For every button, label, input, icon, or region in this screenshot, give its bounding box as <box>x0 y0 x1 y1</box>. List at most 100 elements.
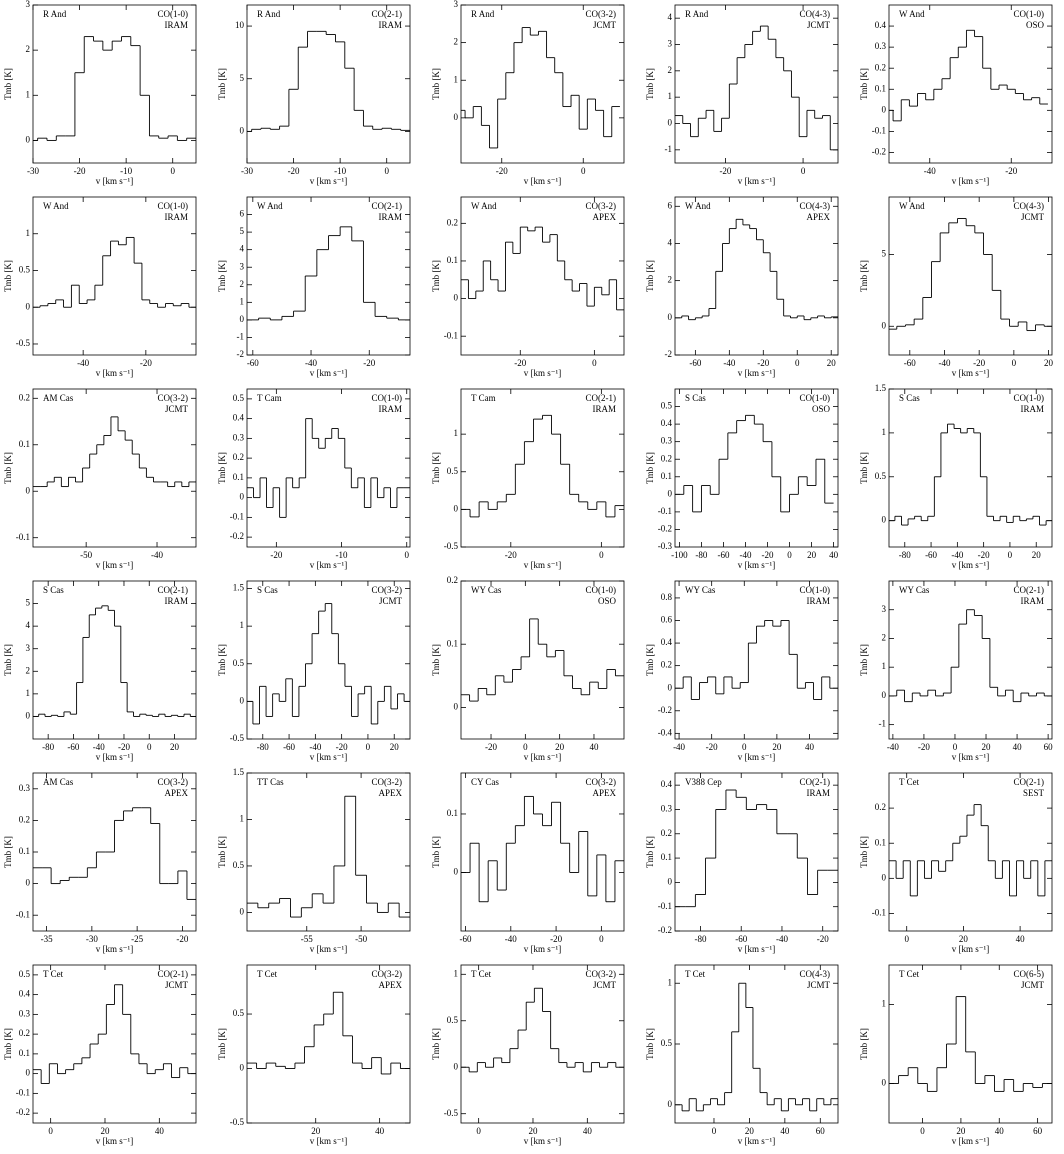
x-tick-label: -10 <box>336 550 348 560</box>
y-axis-label: Tmb [K] <box>645 68 655 100</box>
y-tick-label: 0.5 <box>661 1038 673 1048</box>
plot-area <box>33 984 196 1084</box>
y-tick-label: 1 <box>240 296 245 306</box>
y-tick-label: -0.1 <box>444 330 458 340</box>
x-tick-label: 20 <box>956 1126 966 1136</box>
x-axis-label: v [km s⁻¹] <box>310 368 347 378</box>
y-tick-label: 10 <box>235 20 245 30</box>
star-name: T Cet <box>685 969 706 979</box>
y-tick-label: 0 <box>882 690 887 700</box>
plot-area <box>889 423 1052 526</box>
transition: CO(1-0) <box>1014 393 1045 403</box>
transition: CO(1-0) <box>586 585 617 595</box>
y-tick-label: 0.2 <box>875 802 886 812</box>
x-tick-label: -80 <box>694 934 706 944</box>
panel: -0.5 0 0.5 1 -20 0 v [km s⁻¹] Tmb [K] T Cam CO(2-… <box>431 388 625 570</box>
plot-frame <box>246 388 411 548</box>
y-tick-label: 6 <box>668 200 673 210</box>
transition: CO(2-1) <box>1014 777 1045 787</box>
x-tick-label: -20 <box>817 934 829 944</box>
star-name: WY Cas <box>471 585 502 595</box>
x-tick-label: 0 <box>476 1126 481 1136</box>
x-tick-label: -80 <box>695 550 707 560</box>
x-tick-label: -20 <box>757 358 769 368</box>
x-tick-label: -80 <box>899 550 911 560</box>
panel: 0 1 2 3 -20 0 v [km s⁻¹] Tmb [K] R And CO(3-2)JCM… <box>431 0 625 186</box>
y-tick-label: 2 <box>26 665 31 675</box>
x-tick-label: 40 <box>583 1126 593 1136</box>
x-tick-label: 20 <box>170 742 180 752</box>
y-tick-label: 0 <box>882 1078 887 1088</box>
y-tick-label: 0.5 <box>233 658 245 668</box>
x-tick-label: 20 <box>390 742 400 752</box>
y-tick-label: 2 <box>668 275 673 285</box>
y-tick-label: 0.8 <box>661 592 673 602</box>
panel: 0 1 2 3 -30 -20 -10 0 v [km s⁻¹] Tmb [K] R And CO(1… <box>3 0 197 186</box>
y-axis-label: Tmb [K] <box>217 836 227 868</box>
y-tick-label: 0.1 <box>233 472 244 482</box>
x-axis-label: v [km s⁻¹] <box>310 1136 347 1146</box>
y-tick-label: 0.1 <box>447 638 458 648</box>
transition: CO(4-3) <box>800 201 831 211</box>
plot-frame <box>246 964 411 1124</box>
star-name: W And <box>471 201 497 211</box>
transition: CO(3-2) <box>158 777 189 787</box>
y-tick-label: 0.4 <box>661 637 673 647</box>
y-tick-label: 0.3 <box>875 41 887 51</box>
x-tick-label: 0 <box>787 550 792 560</box>
y-tick-label: -1 <box>237 332 245 342</box>
star-name: S Cas <box>43 585 64 595</box>
x-tick-label: -20 <box>706 742 718 752</box>
y-tick-label: -0.1 <box>872 125 886 135</box>
y-tick-label: 0 <box>240 125 245 135</box>
x-tick-label: 40 <box>1013 742 1023 752</box>
telescope: APEX <box>378 980 402 990</box>
y-axis-label: Tmb [K] <box>431 644 441 676</box>
x-tick-label: 20 <box>745 1126 755 1136</box>
x-tick-label: 20 <box>1032 550 1042 560</box>
y-tick-label: 0.1 <box>447 255 458 265</box>
y-tick-label: 0 <box>240 695 245 705</box>
star-name: T Cet <box>899 969 920 979</box>
x-tick-label: 0 <box>801 166 806 176</box>
x-axis-label: v [km s⁻¹] <box>738 1136 775 1146</box>
y-axis-label: Tmb [K] <box>431 452 441 484</box>
y-tick-label: 0 <box>240 1063 245 1073</box>
y-tick-label: 1 <box>668 977 673 987</box>
x-tick-label: 0 <box>592 358 597 368</box>
x-tick-label: 0 <box>48 1126 53 1136</box>
x-tick-label: -50 <box>80 550 92 560</box>
x-tick-label: 0 <box>1012 358 1017 368</box>
telescope: APEX <box>806 212 830 222</box>
plot-frame <box>888 580 1053 740</box>
x-tick-label: 20 <box>827 358 837 368</box>
plot-area <box>247 795 410 918</box>
x-tick-label: -40 <box>938 358 950 368</box>
telescope: JCMT <box>807 20 831 30</box>
y-tick-label: 0.1 <box>875 837 886 847</box>
x-tick-label: 0 <box>742 742 747 752</box>
star-name: T Cet <box>257 969 278 979</box>
y-axis-label: Tmb [K] <box>431 68 441 100</box>
y-tick-label: 0 <box>26 1068 31 1078</box>
x-tick-label: -40 <box>739 550 751 560</box>
plot-area <box>247 603 410 725</box>
y-axis-label: Tmb [K] <box>859 644 869 676</box>
plot-area <box>247 226 410 321</box>
plot-area <box>461 987 624 1073</box>
y-tick-label: 0 <box>26 301 31 311</box>
plot-frame <box>888 388 1053 548</box>
x-tick-label: 60 <box>816 1126 826 1136</box>
x-axis-label: v [km s⁻¹] <box>524 1136 561 1146</box>
x-axis-label: v [km s⁻¹] <box>96 368 133 378</box>
panel: -0.5 0 0.5 1 1.5 -80 -60 -40 -20 0 20 v [km s⁻¹] Tmb… <box>217 580 411 762</box>
telescope: IRAM <box>806 596 830 606</box>
x-tick-label: 0 <box>953 742 958 752</box>
y-tick-label: -0.2 <box>658 925 672 935</box>
x-tick-label: -20 <box>363 358 375 368</box>
y-tick-label: -0.5 <box>444 1108 459 1118</box>
y-tick-label: 0.1 <box>19 846 30 856</box>
y-tick-label: 5 <box>26 598 31 608</box>
y-axis-label: Tmb [K] <box>431 260 441 292</box>
